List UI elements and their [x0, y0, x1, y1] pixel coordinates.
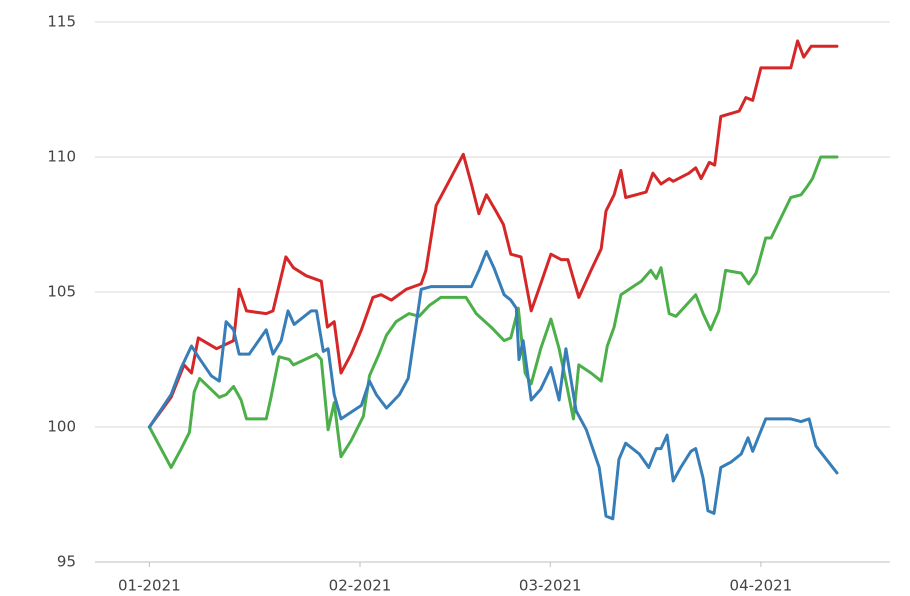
line-series — [147, 155, 839, 469]
x-tick-label: 02-2021 — [329, 577, 392, 595]
line-series — [147, 39, 839, 429]
y-tick-label: 100 — [47, 418, 76, 436]
x-tick-label: 03-2021 — [519, 577, 582, 595]
y-tick-label: 115 — [47, 13, 76, 31]
line-series — [147, 250, 839, 521]
y-tick-label: 95 — [57, 553, 76, 571]
y-tick-label: 110 — [47, 148, 76, 166]
x-tick-label: 04-2021 — [730, 577, 793, 595]
y-tick-label: 105 — [47, 283, 76, 301]
x-tick-label: 01-2021 — [118, 577, 181, 595]
